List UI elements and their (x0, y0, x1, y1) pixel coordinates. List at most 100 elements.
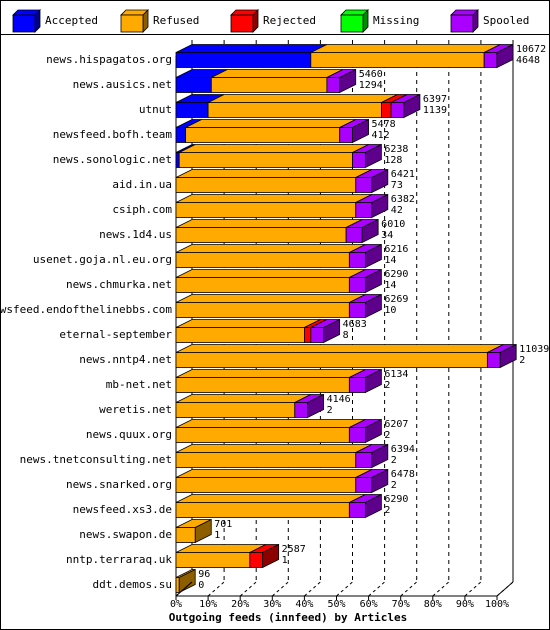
value-label-top: 6290 (384, 494, 408, 505)
bar-segment-refused (175, 402, 296, 418)
value-label-bottom: 2 (384, 505, 390, 516)
legend-item-refused: Refused (120, 9, 199, 33)
legend-label: Spooled (483, 14, 529, 27)
bar-segment-spooled (355, 452, 373, 468)
bar-segment-refused (175, 352, 488, 368)
legend-label: Accepted (45, 14, 98, 27)
category-label: news.1d4.us (99, 228, 172, 241)
value-label-bottom: 0 (198, 580, 204, 591)
value-label-top: 6382 (391, 194, 415, 205)
bar-side-spooled (371, 193, 389, 219)
value-label-top: 5478 (372, 119, 396, 130)
bar-newsfeed-bofh-team (175, 118, 369, 144)
value-label-top: 6207 (384, 419, 408, 430)
bar-top-refused (175, 194, 372, 203)
legend-label: Missing (373, 14, 419, 27)
bar-news-1d4-us (175, 218, 379, 244)
bar-segment-refused (175, 552, 251, 568)
bar-segment-refused (210, 77, 328, 93)
bar-segment-refused (175, 202, 357, 218)
bar-news-hispagatos-org (175, 43, 514, 69)
x-tick-label: 20% (231, 599, 249, 610)
legend-swatch (450, 14, 474, 33)
bar-news-ausics-net (175, 68, 357, 94)
bar-aid-in-ua (175, 168, 389, 194)
bar-top-refused (179, 144, 369, 153)
value-label-top: 5460 (359, 69, 383, 80)
bar-side-spooled (371, 443, 389, 469)
bar-side-spooled (364, 493, 382, 519)
bar-top-accepted (175, 44, 327, 53)
bar-segment-refused (175, 302, 350, 318)
value-label-bottom: 34 (381, 230, 393, 241)
bar-segment-spooled (348, 427, 366, 443)
category-label: csiph.com (112, 203, 172, 216)
bar-side-spooled (371, 468, 389, 494)
bar-top-refused (175, 419, 366, 428)
bar-top-refused (175, 394, 311, 403)
value-label-top: 4683 (343, 319, 367, 330)
value-label-bottom: 128 (384, 155, 402, 166)
bar-segment-rejected (303, 327, 312, 343)
value-label-bottom: 2 (391, 480, 397, 491)
bar-top-refused (175, 444, 372, 453)
bar-top-refused (175, 244, 366, 253)
bar-segment-spooled (348, 302, 366, 318)
x-tick-label: 0% (170, 599, 182, 610)
bar-segment-refused (175, 227, 347, 243)
x-axis: 0% 10% 20% 30% 40% 50% 60% 70% 80% 90% 100% (170, 581, 514, 610)
value-label-bottom: 2 (384, 380, 390, 391)
bars (175, 43, 517, 594)
legend-swatch (120, 14, 144, 33)
value-label-top: 701 (214, 519, 232, 530)
value-labels: 1067246485460129463971139547841262381286… (198, 44, 549, 591)
value-label-bottom: 2 (519, 355, 525, 366)
bar-ddt-demos-su (175, 568, 196, 594)
category-label: eternal-september (59, 328, 172, 341)
bar-segment-refused (175, 477, 357, 493)
bar-top-refused (207, 94, 398, 103)
bar-side-spooled (496, 43, 514, 69)
bar-side-spooled (499, 343, 517, 369)
category-label: news.nntp4.net (79, 353, 172, 366)
bar-side-spooled (307, 393, 325, 419)
value-label-bottom: 2 (391, 455, 397, 466)
bar-top-refused (175, 369, 366, 378)
bar-side-spooled (364, 418, 382, 444)
bar-mb-net-net (175, 368, 382, 394)
value-label-top: 96 (198, 569, 210, 580)
bar-segment-spooled (352, 152, 366, 168)
category-label: weretis.net (99, 403, 172, 416)
bar-top-refused (175, 169, 372, 178)
value-label-top: 6269 (384, 294, 408, 305)
category-label: news.tnetconsulting.net (20, 453, 172, 466)
value-label-top: 6421 (391, 169, 415, 180)
value-label-bottom: 1294 (359, 80, 383, 91)
bar-segment-refused (185, 127, 341, 143)
bar-segment-refused (175, 502, 350, 518)
legend-swatch (12, 14, 36, 33)
legend-item-missing: Missing (340, 9, 419, 33)
bar-segment-rejected (381, 102, 392, 118)
bar-side-spooled (364, 268, 382, 294)
x-axis-title: Outgoing feeds (innfeed) by Articles (169, 611, 407, 624)
value-label-top: 4146 (327, 394, 351, 405)
value-label-top: 6216 (384, 244, 408, 255)
bar-side-spooled (339, 68, 357, 94)
value-label-top: 6238 (384, 144, 408, 155)
bar-news-swapon-de (175, 518, 212, 544)
category-label: news.swapon.de (79, 528, 172, 541)
legend-item-rejected: Rejected (230, 9, 316, 33)
bar-news-tnetconsulting-net (175, 443, 389, 469)
value-label-bottom: 1139 (423, 105, 447, 116)
bar-top-refused (310, 44, 501, 53)
x-tick-label: 100% (485, 599, 509, 610)
value-label-bottom: 10 (384, 305, 396, 316)
bar-news-chmurka-net (175, 268, 382, 294)
bar-side-spooled (364, 368, 382, 394)
legend-swatch (230, 14, 254, 33)
bar-segment-spooled (390, 102, 405, 118)
bar-segment-refused (175, 452, 357, 468)
x-tick-label: 50% (327, 599, 345, 610)
bar-side-spooled (361, 218, 379, 244)
